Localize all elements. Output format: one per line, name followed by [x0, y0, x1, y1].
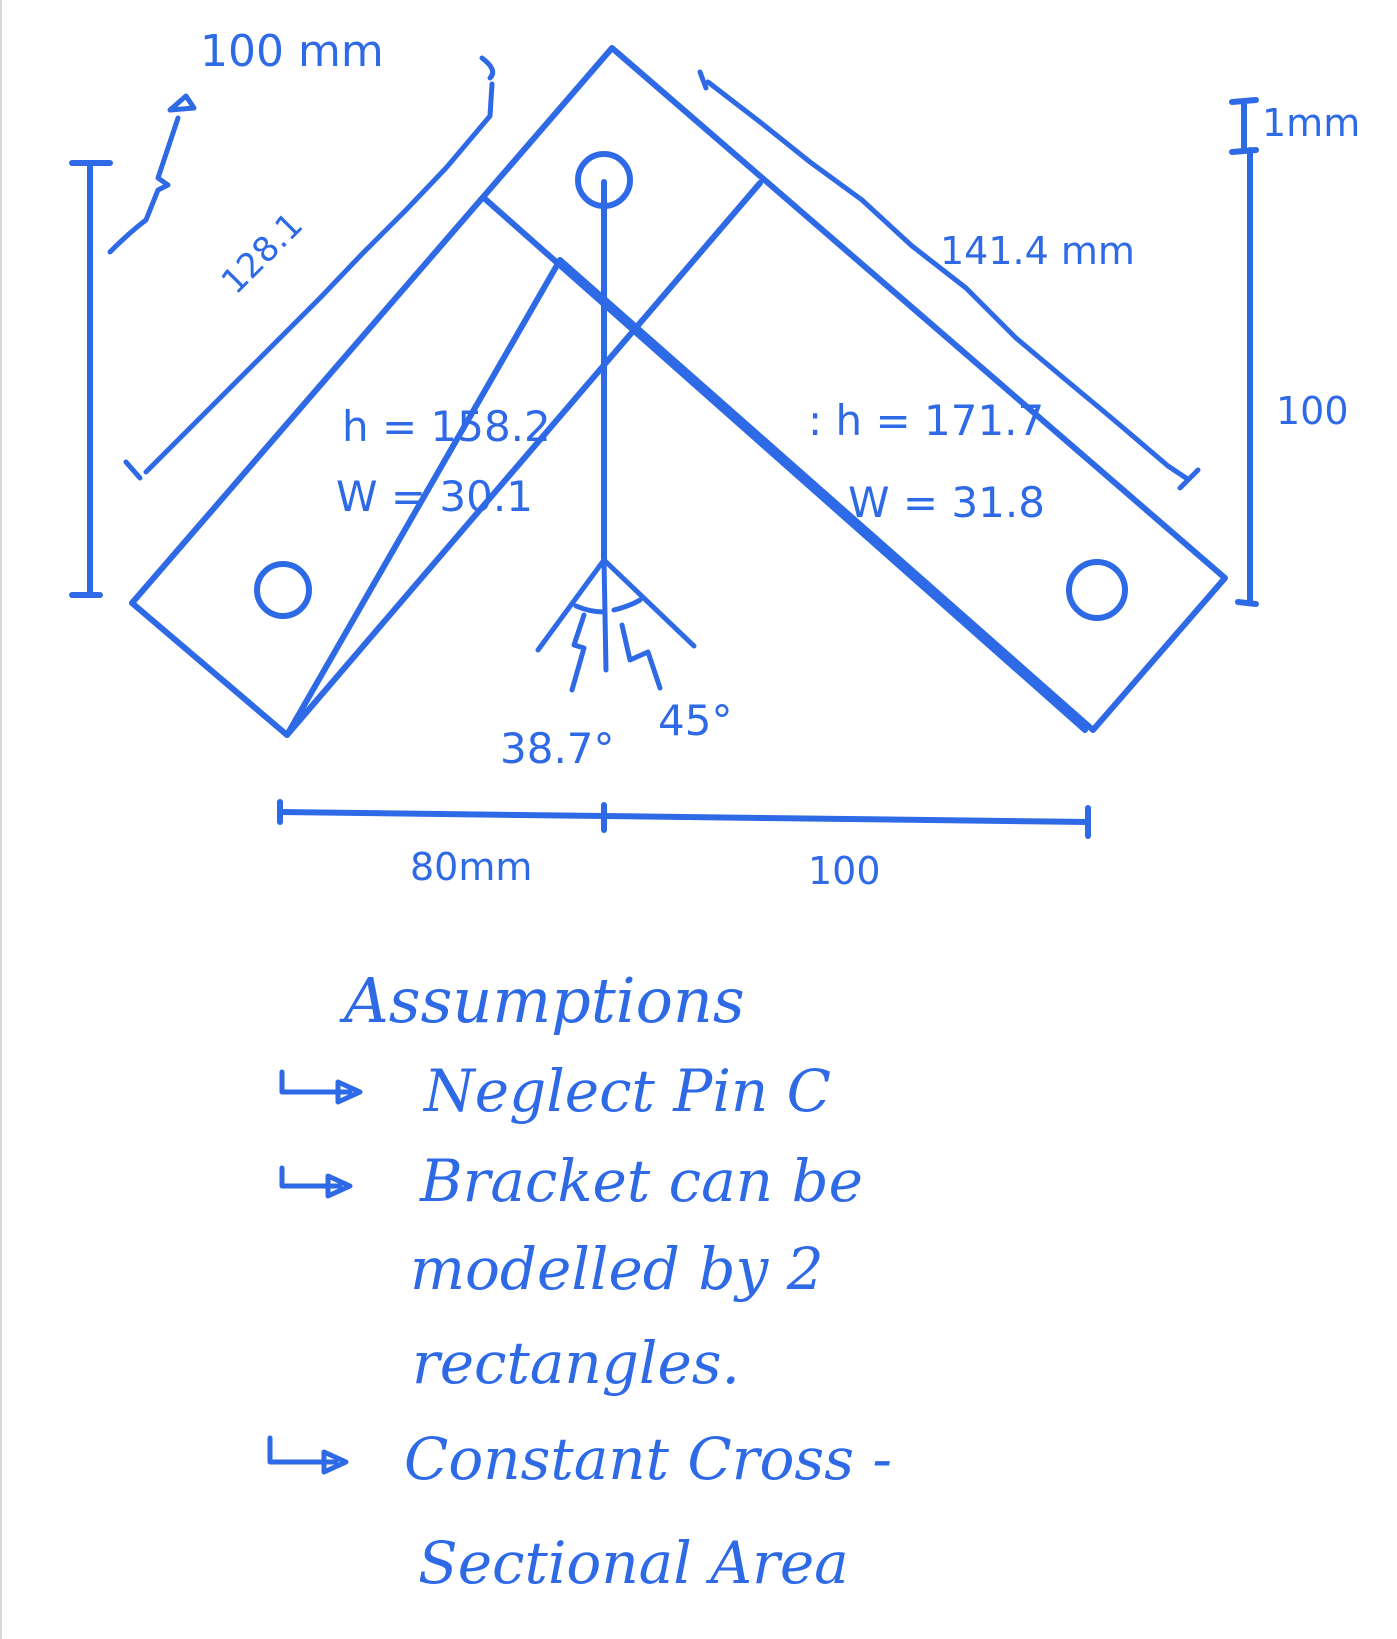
assumption-item-3: modelled by 2	[410, 1235, 824, 1303]
right-dimension-cap-top-b	[1229, 147, 1259, 155]
label-100-bottom: 100	[808, 849, 881, 893]
assumption-item-5: Constant Cross -	[404, 1425, 892, 1493]
dimension-cap-141-start	[697, 69, 709, 91]
label-angle-45: 45°	[658, 696, 733, 745]
angle-arc-left	[573, 603, 607, 615]
left-rectangle-edge	[481, 195, 1088, 733]
label-left-w: W = 30.1	[336, 472, 533, 521]
page-edge	[0, 0, 2, 1639]
assumptions-heading: Assumptions	[344, 964, 745, 1037]
label-angle-38: 38.7°	[500, 724, 615, 773]
label-right-w: W = 31.8	[848, 478, 1045, 527]
label-100mm-top: 100 mm	[200, 26, 384, 77]
bottom-horizontal-dimension	[277, 809, 1091, 825]
dimension-cap-128-start	[479, 55, 496, 81]
left-hole	[254, 561, 312, 619]
label-100-right: 100	[1276, 389, 1349, 433]
label-1mm: 1mm	[1262, 101, 1361, 145]
angle-ray-right	[601, 557, 697, 649]
arrow-head-100mm	[167, 93, 197, 113]
dimension-cap-128-end	[123, 459, 143, 481]
label-80mm: 80mm	[410, 845, 533, 889]
dimension-line-141	[705, 79, 1189, 481]
angle-ray-left	[535, 557, 607, 653]
angle-ray-mid	[601, 557, 609, 673]
right-hole	[1066, 559, 1128, 621]
assumption-item-2: Bracket can be	[420, 1147, 863, 1215]
assumption-item-1: Neglect Pin C	[424, 1057, 832, 1125]
bullet-arrow-3	[267, 1435, 349, 1475]
assumption-item-4: rectangles.	[412, 1329, 740, 1397]
label-141: 141.4 mm	[940, 229, 1135, 273]
bracket-outline	[129, 45, 1228, 738]
right-rectangle-edge	[284, 180, 763, 738]
angle-arc-right	[611, 597, 643, 613]
dimension-line-128	[143, 81, 495, 475]
assumption-item-6: Sectional Area	[418, 1529, 849, 1597]
angle-leader-left	[569, 612, 587, 693]
label-right-h: : h = 171.7	[808, 396, 1045, 445]
bullet-arrow-1	[279, 1069, 363, 1105]
leader-arrow-100mm	[107, 115, 181, 255]
bullet-arrow-2	[279, 1165, 353, 1199]
right-dimension-cap-bottom	[1235, 599, 1259, 607]
angle-leader-right	[619, 622, 663, 691]
dimension-cap-141-end	[1177, 467, 1201, 491]
label-left-h: h = 158.2	[342, 402, 551, 451]
